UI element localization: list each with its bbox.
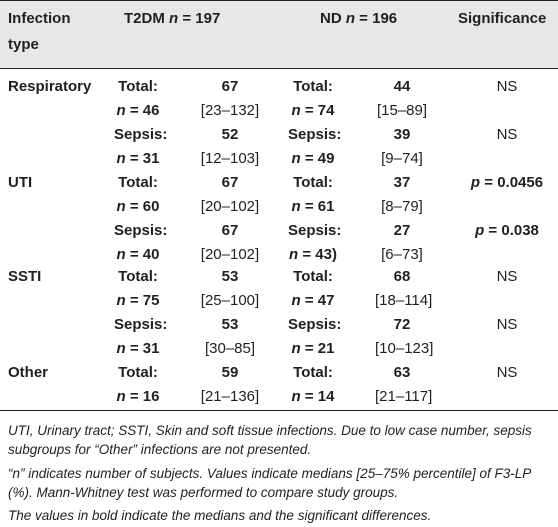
t2dm-range: [23–132] xyxy=(200,102,260,119)
nd-label: Sepsis: xyxy=(288,316,342,333)
t2dm-range: [20–102] xyxy=(200,246,260,263)
t2dm-n: n = 46 xyxy=(116,102,160,119)
nd-range: [9–74] xyxy=(381,150,423,167)
footnote-line: UTI, Urinary tract; SSTI, Skin and soft … xyxy=(8,423,532,438)
nd-n: n = 49 xyxy=(291,150,335,167)
nd-median: 68 xyxy=(393,268,411,285)
nd-label: Sepsis: xyxy=(288,222,342,239)
nd-label: Total: xyxy=(293,174,333,191)
nd-median: 37 xyxy=(393,174,411,191)
t2dm-n: n = 75 xyxy=(116,292,160,309)
footnote-line: subgroups for “Other” infections are not… xyxy=(8,442,312,457)
nd-label: Total: xyxy=(293,78,333,95)
t2dm-median: 53 xyxy=(221,268,239,285)
nd-range: [10–123] xyxy=(375,340,434,357)
nd-range: [6–73] xyxy=(381,246,423,263)
significance-value: NS xyxy=(496,126,518,143)
header-rule xyxy=(0,68,558,69)
top-rule xyxy=(0,0,558,1)
header-t2dm: T2DM n = 197 xyxy=(124,10,221,27)
table-header-background xyxy=(0,0,558,68)
header-nd: ND n = 196 xyxy=(320,10,398,27)
nd-median: 72 xyxy=(393,316,411,333)
t2dm-median: 67 xyxy=(221,174,239,191)
nd-label: Total: xyxy=(293,364,333,381)
nd-label: Sepsis: xyxy=(288,126,342,143)
t2dm-range: [25–100] xyxy=(200,292,260,309)
nd-n: n = 21 xyxy=(291,340,335,357)
t2dm-median: 67 xyxy=(221,222,239,239)
nd-n: n = 74 xyxy=(291,102,335,119)
t2dm-median: 53 xyxy=(221,316,239,333)
infection-type: Respiratory xyxy=(8,78,92,95)
t2dm-range: [12–103] xyxy=(200,150,260,167)
nd-median: 39 xyxy=(393,126,411,143)
significance-value: NS xyxy=(496,78,518,95)
footnote-line: The values in bold indicate the medians … xyxy=(8,508,432,523)
bottom-rule xyxy=(0,410,558,411)
significance-value: NS xyxy=(496,364,518,381)
t2dm-n: n = 40 xyxy=(116,246,160,263)
t2dm-label: Sepsis: xyxy=(114,126,168,143)
t2dm-median: 52 xyxy=(221,126,239,143)
header-infection-line1: Infection xyxy=(8,10,71,27)
header-infection-line2: type xyxy=(8,36,39,53)
t2dm-range: [21–136] xyxy=(200,388,260,405)
nd-n: n = 61 xyxy=(291,198,335,215)
nd-median: 27 xyxy=(393,222,411,239)
nd-range: [18–114] xyxy=(375,292,433,309)
t2dm-median: 67 xyxy=(221,78,239,95)
nd-range: [21–117] xyxy=(375,388,433,405)
significance-value: p = 0.038 xyxy=(475,222,539,239)
t2dm-n: n = 60 xyxy=(116,198,160,215)
t2dm-range: [30–85] xyxy=(204,340,256,357)
nd-n: n = 43) xyxy=(289,246,337,263)
t2dm-label: Total: xyxy=(118,174,158,191)
significance-value: NS xyxy=(496,268,518,285)
nd-range: [8–79] xyxy=(381,198,423,215)
t2dm-label: Total: xyxy=(118,364,158,381)
nd-label: Total: xyxy=(293,268,333,285)
t2dm-label: Total: xyxy=(118,268,158,285)
t2dm-n: n = 31 xyxy=(116,340,160,357)
significance-value: NS xyxy=(496,316,518,333)
footnote-line: “n” indicates number of subjects. Values… xyxy=(8,466,532,481)
significance-value: p = 0.0456 xyxy=(470,174,544,191)
t2dm-label: Sepsis: xyxy=(114,222,168,239)
nd-median: 44 xyxy=(393,78,411,95)
footnote-line: (%). Mann-Whitney test was performed to … xyxy=(8,485,399,500)
nd-n: n = 47 xyxy=(291,292,335,309)
nd-range: [15–89] xyxy=(376,102,428,119)
t2dm-n: n = 16 xyxy=(116,388,160,405)
nd-n: n = 14 xyxy=(291,388,335,405)
infection-type: Other xyxy=(8,364,49,381)
t2dm-label: Total: xyxy=(118,78,158,95)
header-significance: Significance xyxy=(458,10,547,27)
t2dm-range: [20–102] xyxy=(200,198,260,215)
t2dm-median: 59 xyxy=(221,364,239,381)
infection-type: SSTI xyxy=(8,268,42,285)
infection-type: UTI xyxy=(8,174,33,191)
nd-median: 63 xyxy=(393,364,411,381)
t2dm-label: Sepsis: xyxy=(114,316,168,333)
t2dm-n: n = 31 xyxy=(116,150,160,167)
